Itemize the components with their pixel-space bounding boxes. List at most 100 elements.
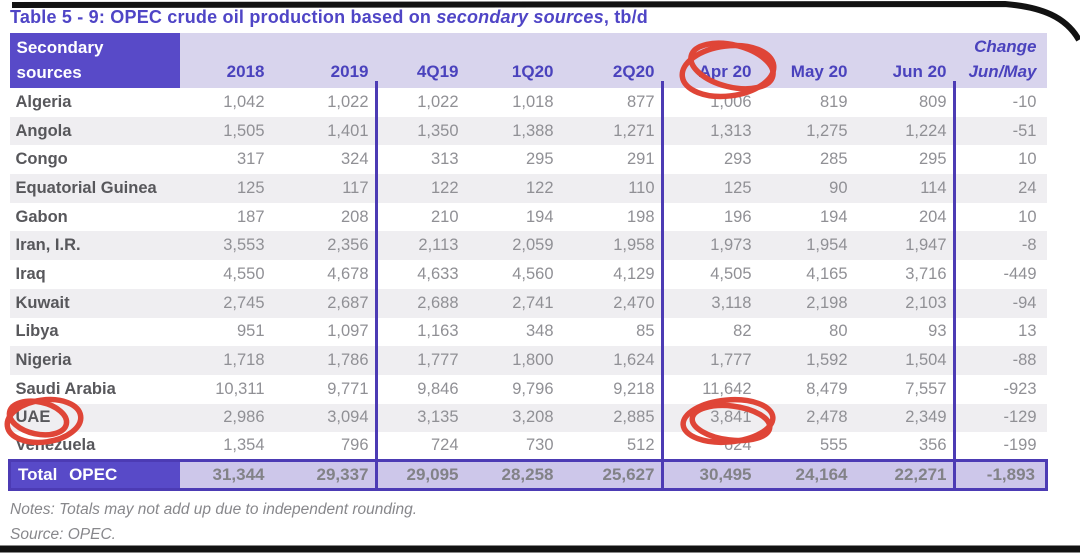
opec-production-table: Secondary sources 2018 2019 4Q19 1Q20 2Q… xyxy=(8,33,1048,492)
table-row: Equatorial Guinea 125 117 122 122 110 125 90 114… xyxy=(9,174,1047,203)
col-header-2018: 2018 xyxy=(179,33,275,88)
table-body: Algeria 1,042 1,022 1,022 1,018 877 1,006 819 80… xyxy=(9,88,1047,461)
value-cell: 10,311 xyxy=(215,379,265,398)
table-title: Table 5 - 9: OPEC crude oil production b… xyxy=(10,7,648,28)
value-cell: 3,118 xyxy=(664,288,762,318)
col-header-1q20: 1Q20 xyxy=(468,33,564,88)
notes-text: Notes: Totals may not add up due to inde… xyxy=(10,501,418,518)
header-row: Secondary sources 2018 2019 4Q19 1Q20 2Q… xyxy=(9,33,1047,88)
value-cell: 295 xyxy=(918,150,947,169)
table-row: Kuwait 2,745 2,687 2,688 2,741 2,470 3,118 2,19… xyxy=(9,288,1047,318)
column-divider-1 xyxy=(375,81,378,490)
value-cell: 82 xyxy=(733,322,752,341)
value-cell: 348 xyxy=(525,322,554,341)
table-row: Angola 1,505 1,401 1,350 1,388 1,271 1,313 1,27… xyxy=(9,116,1047,146)
value-cell: 1,313 xyxy=(664,116,762,146)
total-value-cell: 28,258 xyxy=(468,459,564,492)
col-header-apr20: Apr 20 xyxy=(664,33,762,88)
col-header-jun20: Jun 20 xyxy=(857,33,957,88)
value-cell: -88 xyxy=(956,346,1047,375)
value-cell: 2,885 xyxy=(563,403,665,433)
value-cell: 724 xyxy=(430,436,459,455)
value-cell: 125 xyxy=(664,174,762,203)
table-row: Iraq 4,550 4,678 4,633 4,560 4,129 4,505 4,165 3… xyxy=(10,260,1047,289)
col-header-2019: 2019 xyxy=(274,33,379,88)
value-cell: 1,592 xyxy=(761,346,858,375)
value-cell: 293 xyxy=(723,150,752,169)
country-cell: Libya xyxy=(15,322,59,341)
value-cell: 85 xyxy=(636,322,655,341)
title-italic-part: secondary sources xyxy=(436,7,604,27)
title-prefix: Table 5 - 9: OPEC crude oil production b… xyxy=(10,7,437,27)
value-cell: 4,165 xyxy=(806,264,848,283)
value-cell: 9,846 xyxy=(417,379,459,398)
value-cell: 11,642 xyxy=(702,379,752,398)
value-cell: 93 xyxy=(928,322,947,341)
value-cell: 122 xyxy=(378,174,469,203)
total-value-cell: 29,337 xyxy=(274,459,379,492)
value-cell: 1,401 xyxy=(274,116,379,146)
value-cell: 2,688 xyxy=(378,288,469,318)
value-cell: 951 xyxy=(236,322,265,341)
country-cell: Equatorial Guinea xyxy=(9,174,180,203)
value-cell: 2,198 xyxy=(761,288,858,318)
table-row: Gabon 187 208 210 194 198 196 194 204 10 xyxy=(10,203,1047,232)
total-value-cell: -1,893 xyxy=(956,459,1048,492)
value-cell: -923 xyxy=(1003,379,1037,398)
value-cell: 8,479 xyxy=(806,379,848,398)
value-cell: 13 xyxy=(1018,322,1037,341)
value-cell: 1,947 xyxy=(857,231,957,261)
value-cell: 555 xyxy=(819,436,848,455)
value-cell: 324 xyxy=(340,150,369,169)
value-cell: 3,094 xyxy=(274,403,379,433)
value-cell: 1,388 xyxy=(468,116,564,146)
value-cell: 1,163 xyxy=(417,322,459,341)
column-divider-3 xyxy=(953,81,956,490)
value-cell: 1,006 xyxy=(710,92,752,111)
value-cell: 1,718 xyxy=(179,346,275,375)
value-cell: 7,557 xyxy=(905,379,947,398)
value-cell: 356 xyxy=(918,436,947,455)
value-cell: 2,470 xyxy=(563,288,665,318)
value-cell: 1,042 xyxy=(223,92,265,111)
value-cell: 4,129 xyxy=(613,264,655,283)
value-cell: 295 xyxy=(525,150,554,169)
value-cell: 2,741 xyxy=(468,288,564,318)
title-suffix: , tb/d xyxy=(603,7,648,27)
value-cell: 1,022 xyxy=(417,92,459,111)
change-header-line2: Jun/May xyxy=(968,62,1037,81)
value-cell: 9,796 xyxy=(512,379,554,398)
value-cell: 1,018 xyxy=(512,92,554,111)
total-row: Total OPEC 31,344 29,337 29,095 28,258 25,62… xyxy=(8,459,1048,492)
value-cell: 125 xyxy=(179,174,275,203)
value-cell: 1,777 xyxy=(664,346,762,375)
country-cell: Nigeria xyxy=(9,346,180,375)
value-cell: 1,022 xyxy=(327,92,369,111)
country-cell: Saudi Arabia xyxy=(15,379,116,398)
value-cell: 1,954 xyxy=(761,231,858,261)
value-cell: 1,958 xyxy=(563,231,665,261)
value-cell: 9,771 xyxy=(327,379,369,398)
change-header-line1: Change xyxy=(974,37,1037,56)
row-label-header: Secondary sources xyxy=(9,33,180,88)
value-cell: 2,103 xyxy=(857,288,957,318)
value-cell: 10 xyxy=(1018,150,1037,169)
value-cell: -10 xyxy=(1012,92,1037,111)
col-header-2q20: 2Q20 xyxy=(563,33,665,88)
value-cell: 796 xyxy=(340,436,369,455)
value-cell: 1,271 xyxy=(563,116,665,146)
value-cell: 809 xyxy=(918,92,947,111)
value-cell: 2,986 xyxy=(179,403,275,433)
value-cell: 291 xyxy=(626,150,655,169)
country-cell: Venezuela xyxy=(15,436,96,455)
value-cell: 313 xyxy=(430,150,459,169)
row-label-header-line1: Secondary xyxy=(16,38,104,57)
total-value-cell: 25,627 xyxy=(563,459,665,492)
value-cell: 3,208 xyxy=(468,403,564,433)
country-cell: Algeria xyxy=(15,92,72,111)
value-cell: 1,224 xyxy=(857,116,957,146)
value-cell: 2,349 xyxy=(857,403,957,433)
value-cell: 819 xyxy=(819,92,848,111)
value-cell: 1,354 xyxy=(223,436,265,455)
